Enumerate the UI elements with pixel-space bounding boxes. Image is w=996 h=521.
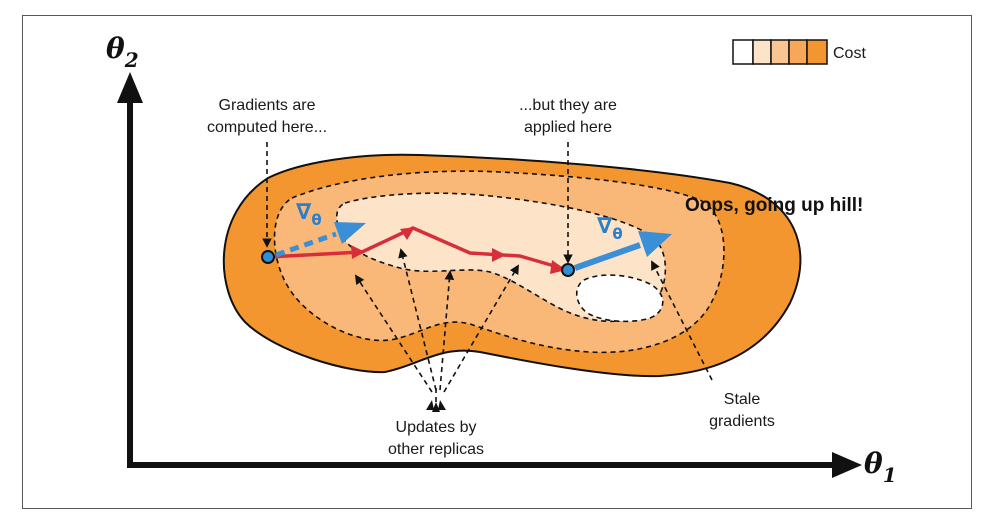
- legend-swatch-5: [806, 39, 828, 65]
- x-axis-arrowhead: [832, 452, 862, 478]
- applied-label-line1: ...but they are: [519, 97, 617, 114]
- computed-label-line2: computed here...: [207, 119, 327, 136]
- legend-label: Cost: [833, 45, 866, 62]
- replica-pointer-4: [443, 264, 519, 393]
- replica-pointer-2: [398, 248, 437, 391]
- replica-update-pointers: [354, 248, 519, 406]
- stale-label-line2: gradients: [709, 413, 775, 430]
- oops-label: Oops, going up hill!: [685, 195, 863, 216]
- applied-gradient-arrowhead: [638, 231, 672, 257]
- updates-label-line1: Updates by: [396, 419, 477, 436]
- applied-label-line2: applied here: [524, 119, 612, 136]
- stale-label-line1: Stale: [724, 391, 761, 408]
- update-path: [267, 226, 569, 272]
- nabla-theta-left: ∇θ: [296, 200, 322, 229]
- y-axis-arrowhead: [117, 72, 143, 103]
- legend-swatch-3: [770, 39, 790, 65]
- nabla-theta-right: ∇θ: [597, 214, 623, 243]
- legend-swatch-4: [788, 39, 808, 65]
- cost-legend: Cost: [732, 39, 866, 65]
- stale-pointer: [651, 260, 713, 381]
- legend-swatch-2: [752, 39, 772, 65]
- y-axis-label: θ2: [106, 32, 139, 72]
- legend-swatch-1: [732, 39, 754, 65]
- updates-label-line2: other replicas: [388, 441, 484, 458]
- applied-gradient-arrow: [573, 242, 642, 271]
- stale-gradient-arrowhead: [334, 222, 366, 244]
- stale-gradient-dashed: [275, 231, 337, 258]
- replica-pointer-3: [439, 270, 455, 391]
- computed-label-line1: Gradients are: [219, 97, 316, 114]
- computed-point: [261, 250, 275, 264]
- x-axis-label: θ1: [864, 447, 897, 487]
- cost-region-min: [575, 274, 664, 323]
- replica-fan-arrowheads: [426, 400, 446, 412]
- applied-point: [561, 263, 575, 277]
